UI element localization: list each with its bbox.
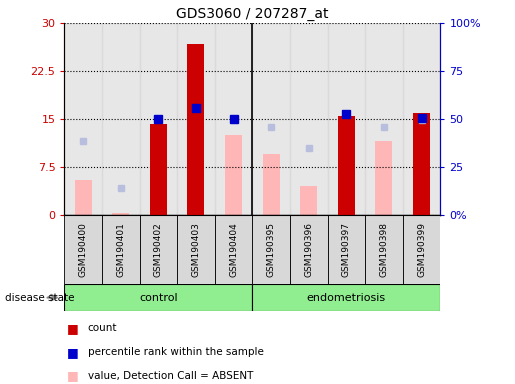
Text: GSM190396: GSM190396 bbox=[304, 222, 313, 277]
Bar bbox=[112, 213, 129, 215]
Bar bbox=[328, 215, 365, 284]
Bar bbox=[263, 154, 280, 215]
Bar bbox=[365, 215, 403, 284]
Text: GSM190397: GSM190397 bbox=[342, 222, 351, 277]
Bar bbox=[150, 124, 167, 215]
Text: GSM190395: GSM190395 bbox=[267, 222, 276, 277]
Text: ■: ■ bbox=[67, 346, 79, 359]
Title: GDS3060 / 207287_at: GDS3060 / 207287_at bbox=[176, 7, 329, 21]
Text: disease state: disease state bbox=[5, 293, 75, 303]
Text: ■: ■ bbox=[67, 369, 79, 382]
Bar bbox=[64, 215, 102, 284]
Text: GSM190398: GSM190398 bbox=[380, 222, 388, 277]
Bar bbox=[177, 23, 215, 215]
Bar bbox=[290, 23, 328, 215]
Bar bbox=[413, 113, 430, 215]
Bar bbox=[64, 284, 252, 311]
Bar bbox=[140, 215, 177, 284]
Text: percentile rank within the sample: percentile rank within the sample bbox=[88, 347, 264, 357]
Bar bbox=[403, 23, 440, 215]
Bar bbox=[64, 23, 102, 215]
Bar bbox=[403, 215, 440, 284]
Bar bbox=[338, 116, 355, 215]
Text: GSM190404: GSM190404 bbox=[229, 222, 238, 277]
Text: GSM190402: GSM190402 bbox=[154, 222, 163, 277]
Text: ■: ■ bbox=[67, 322, 79, 335]
Bar bbox=[102, 215, 140, 284]
Bar bbox=[225, 135, 242, 215]
Bar bbox=[300, 186, 317, 215]
Text: GSM190401: GSM190401 bbox=[116, 222, 125, 277]
Bar bbox=[375, 141, 392, 215]
Bar bbox=[215, 215, 252, 284]
Text: GSM190400: GSM190400 bbox=[79, 222, 88, 277]
Bar bbox=[252, 23, 290, 215]
Bar bbox=[102, 23, 140, 215]
Text: GSM190399: GSM190399 bbox=[417, 222, 426, 277]
Bar bbox=[252, 284, 440, 311]
Text: GSM190403: GSM190403 bbox=[192, 222, 200, 277]
Bar bbox=[215, 23, 252, 215]
Bar bbox=[328, 23, 365, 215]
Text: count: count bbox=[88, 323, 117, 333]
Bar bbox=[75, 180, 92, 215]
Bar bbox=[365, 23, 403, 215]
Bar bbox=[140, 23, 177, 215]
Bar bbox=[187, 43, 204, 215]
Text: endometriosis: endometriosis bbox=[307, 293, 386, 303]
Bar bbox=[252, 215, 290, 284]
Bar bbox=[177, 215, 215, 284]
Text: control: control bbox=[139, 293, 178, 303]
Bar bbox=[290, 215, 328, 284]
Text: value, Detection Call = ABSENT: value, Detection Call = ABSENT bbox=[88, 371, 253, 381]
